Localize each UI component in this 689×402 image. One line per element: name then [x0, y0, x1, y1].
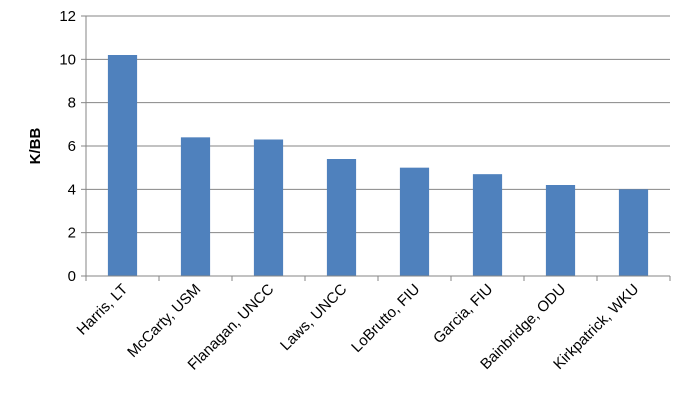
y-tick-labels: 0 2 4 6 8 10 12 [59, 8, 76, 285]
x-tick-label: Garcia, FIU [430, 281, 496, 347]
y-tick-label: 6 [68, 138, 76, 155]
bar [618, 189, 649, 276]
axes [81, 15, 671, 281]
x-tick-label: McCarty, USM [124, 281, 204, 361]
bar [472, 174, 503, 276]
y-axis-title: K/BB [27, 128, 44, 165]
bar [107, 55, 138, 276]
y-tick-label: 0 [68, 268, 76, 285]
bar [253, 139, 284, 276]
y-tick-label: 10 [59, 51, 76, 68]
y-tick-label: 8 [68, 95, 76, 112]
y-tick-label: 12 [59, 8, 76, 25]
bar [326, 159, 357, 276]
bar [399, 167, 430, 276]
x-tick-label: Laws, UNCC [277, 281, 350, 354]
bar [545, 185, 576, 276]
gridlines [86, 15, 670, 234]
bars [107, 55, 649, 276]
x-tick-label: Harris, LT [74, 281, 132, 339]
x-tick-label: LoBrutto, FIU [348, 281, 423, 356]
bar [180, 137, 211, 276]
y-tick-label: 4 [68, 181, 76, 198]
y-tick-label: 2 [68, 225, 76, 242]
